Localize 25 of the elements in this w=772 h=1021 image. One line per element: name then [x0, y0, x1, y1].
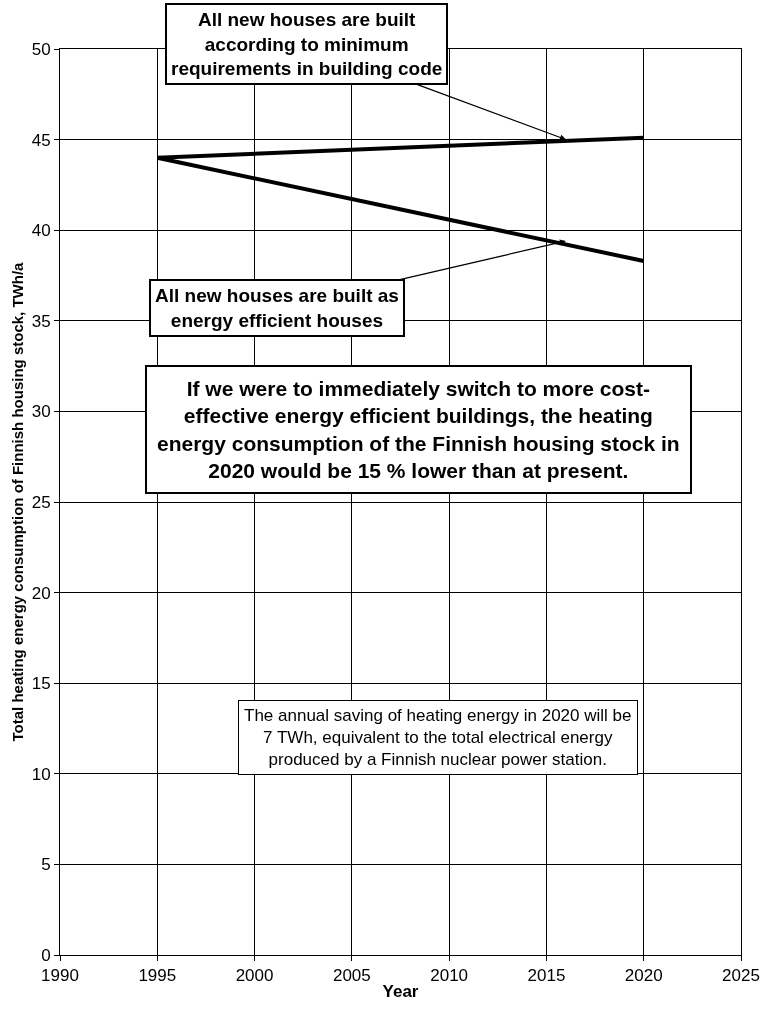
annotation: All new houses are built according to minimum requirements in building code	[171, 9, 443, 80]
y-tick-label: 30	[31, 402, 51, 422]
y-tick-label: 15	[31, 674, 51, 694]
x-tick-label: 1990	[41, 966, 79, 986]
y-tick-label: 20	[31, 583, 51, 603]
x-axis-title: Year	[382, 981, 419, 1001]
y-tick-label: 35	[31, 311, 51, 331]
y-tick-label: 50	[31, 39, 51, 59]
x-tick-label: 2010	[430, 966, 469, 986]
x-tick-label: 2020	[624, 966, 663, 986]
annotation: If we were to immediately switch to more cost- effective energy efficient buildings, the heating energy consumption of the Finnish housing stock in 2020 would be 15 % lower than at present.	[157, 377, 680, 482]
annotation: The annual saving of heating energy in 2020 will be 7 TWh, equivalent to the total electrical energy produced by a Finnish nuclear power station.	[244, 706, 632, 770]
x-tick-label: 2015	[527, 966, 566, 986]
y-axis-title: Total heating energy consumption of Finnish housing stock, TWh/a	[8, 261, 26, 742]
y-tick-label: 40	[31, 221, 51, 241]
y-tick-label: 5	[41, 855, 51, 875]
y-tick-label: 45	[31, 130, 51, 150]
annotation: All new houses are built as energy efficient houses	[155, 285, 399, 331]
x-tick-label: 2000	[235, 966, 274, 986]
y-tick-label: 0	[41, 945, 51, 965]
x-tick-label: 2005	[332, 966, 371, 986]
y-tick-label: 10	[31, 764, 51, 784]
y-tick-label: 25	[31, 492, 51, 512]
x-tick-label: 1995	[138, 966, 177, 986]
x-tick-label: 2025	[722, 966, 760, 986]
